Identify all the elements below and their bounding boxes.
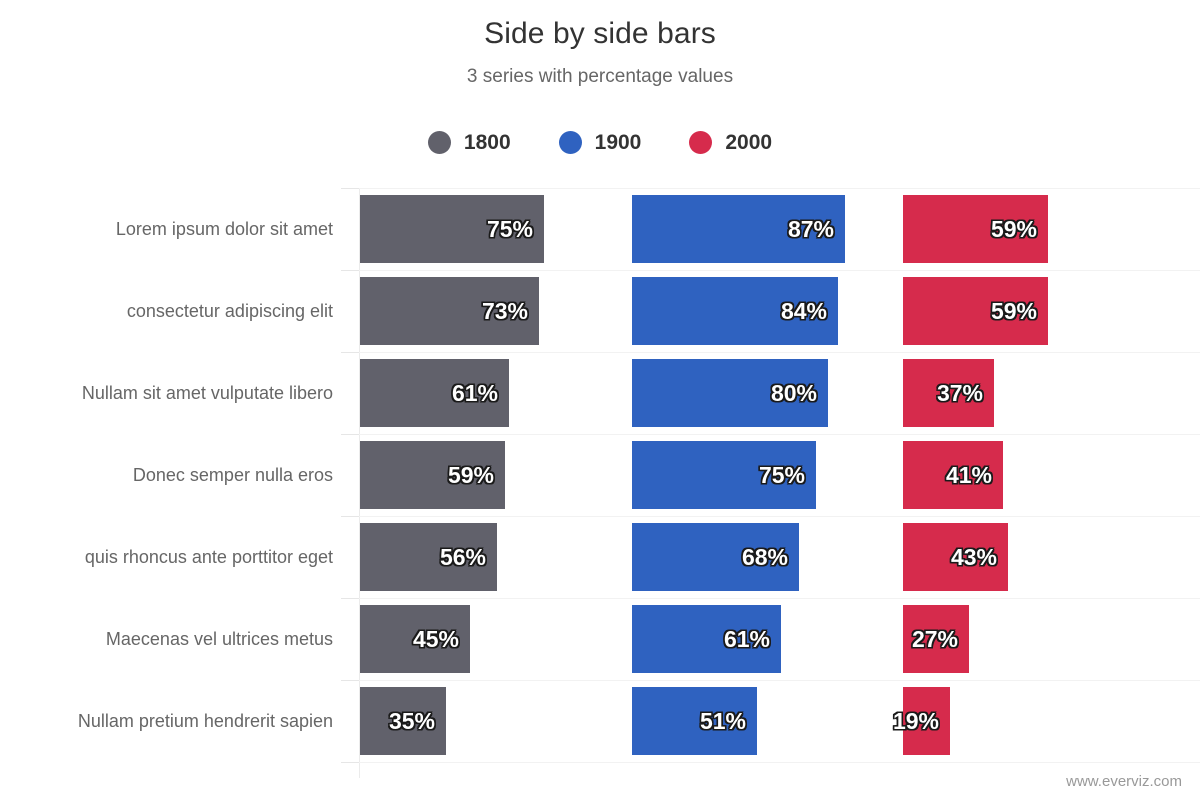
credits-link[interactable]: www.everviz.com [1066, 773, 1182, 790]
bar-2000-row-5[interactable]: 27% [903, 605, 969, 673]
bar-value-label: 61% [451, 379, 498, 406]
bar-2000-row-2[interactable]: 37% [903, 359, 994, 427]
bar-value-label: 59% [447, 461, 494, 488]
y-axis-tick [341, 270, 359, 271]
bar-2000-row-6[interactable]: 19% [893, 687, 950, 755]
row-separator [341, 270, 1200, 271]
bar-value-label: 68% [741, 543, 788, 570]
bar-1800-row-4[interactable]: 56% [360, 523, 497, 591]
category-label: consectetur adipiscing elit [126, 301, 333, 321]
chart-title: Side by side bars [484, 17, 716, 50]
category-label: Lorem ipsum dolor sit amet [115, 219, 333, 239]
row-separator [341, 352, 1200, 353]
category-row: quis rhoncus ante porttitor eget 56% 68% 43… [0, 516, 1200, 598]
bar-1800-row-2[interactable]: 61% [360, 359, 509, 427]
legend-item-2000[interactable]: 2000 [689, 131, 772, 154]
row-separator [341, 188, 1200, 189]
category-row: Nullam pretium hendrerit sapien 35% 51% 19% [0, 680, 1200, 762]
y-axis-tick [341, 516, 359, 517]
circle-marker-icon [689, 131, 713, 154]
bar-value-label: 75% [758, 461, 805, 488]
bar-1900-row-0[interactable]: 87% [632, 195, 845, 263]
bar-2000-row-1[interactable]: 59% [903, 277, 1048, 345]
chart-legend: 1800 1900 2000 [0, 131, 1200, 154]
bar-2000-row-4[interactable]: 43% [903, 523, 1008, 591]
bar-value-label: 73% [481, 297, 528, 324]
category-label: quis rhoncus ante porttitor eget [84, 547, 333, 567]
row-separator [341, 680, 1200, 681]
bar-1800-row-3[interactable]: 59% [360, 441, 505, 509]
chart-subtitle: 3 series with percentage values [466, 66, 734, 87]
row-separator [341, 598, 1200, 599]
circle-marker-icon [427, 131, 451, 154]
y-axis-tick [341, 352, 359, 353]
legend-item-1800[interactable]: 1800 [427, 131, 511, 154]
bar-value-label: 75% [486, 215, 533, 242]
y-axis-tick [341, 680, 359, 681]
bar-value-label: 87% [787, 215, 834, 242]
bar-2000-row-3[interactable]: 41% [903, 441, 1003, 509]
bar-1800-row-0[interactable]: 75% [360, 195, 544, 263]
y-axis-tick [341, 188, 359, 189]
bar-1800-row-5[interactable]: 45% [360, 605, 470, 673]
category-row: Donec semper nulla eros 59% 75% 41% [0, 434, 1200, 516]
bar-value-label: 37% [936, 379, 983, 406]
bar-value-label: 59% [990, 215, 1037, 242]
legend-item-label: 1800 [463, 131, 511, 154]
row-separator [341, 762, 1200, 763]
bar-1900-row-3[interactable]: 75% [632, 441, 816, 509]
legend-item-label: 1900 [594, 131, 642, 154]
bar-value-label: 35% [388, 707, 435, 734]
y-axis-line [359, 188, 360, 778]
bar-value-label: 84% [780, 297, 827, 324]
row-separator [341, 516, 1200, 517]
y-axis-tick [341, 434, 359, 435]
bar-1900-row-5[interactable]: 61% [632, 605, 781, 673]
category-row: consectetur adipiscing elit 73% 84% 59% [0, 270, 1200, 352]
bar-value-label: 59% [990, 297, 1037, 324]
y-axis-tick [341, 598, 359, 599]
bar-value-label: 43% [950, 543, 997, 570]
category-row: Lorem ipsum dolor sit amet 75% 87% 59% [0, 188, 1200, 270]
legend-item-1900[interactable]: 1900 [558, 131, 642, 154]
bar-value-label: 80% [770, 379, 817, 406]
category-label: Nullam sit amet vulputate libero [81, 383, 333, 403]
bar-value-label: 45% [412, 625, 459, 652]
bar-1800-row-6[interactable]: 35% [360, 687, 446, 755]
plot-area: Lorem ipsum dolor sit amet 75% 87% 59% conse… [0, 188, 1200, 778]
category-row: Nullam sit amet vulputate libero 61% 80% 37… [0, 352, 1200, 434]
category-row: Maecenas vel ultrices metus 45% 61% 27% [0, 598, 1200, 680]
bar-1800-row-1[interactable]: 73% [360, 277, 539, 345]
category-label: Nullam pretium hendrerit sapien [77, 711, 333, 731]
category-label: Maecenas vel ultrices metus [105, 629, 333, 649]
bar-value-label: 41% [945, 461, 992, 488]
bar-1900-row-4[interactable]: 68% [632, 523, 799, 591]
bar-1900-row-6[interactable]: 51% [632, 687, 757, 755]
bar-value-label: 19% [892, 707, 939, 734]
row-separator [341, 434, 1200, 435]
bar-1900-row-1[interactable]: 84% [632, 277, 838, 345]
bar-value-label: 51% [699, 707, 746, 734]
bar-2000-row-0[interactable]: 59% [903, 195, 1048, 263]
bar-value-label: 61% [723, 625, 770, 652]
legend-item-label: 2000 [725, 131, 773, 154]
y-axis-tick [341, 762, 359, 763]
bar-value-label: 27% [911, 625, 958, 652]
circle-marker-icon [558, 131, 582, 154]
bar-value-label: 56% [439, 543, 486, 570]
bar-1900-row-2[interactable]: 80% [632, 359, 828, 427]
category-label: Donec semper nulla eros [132, 465, 333, 485]
